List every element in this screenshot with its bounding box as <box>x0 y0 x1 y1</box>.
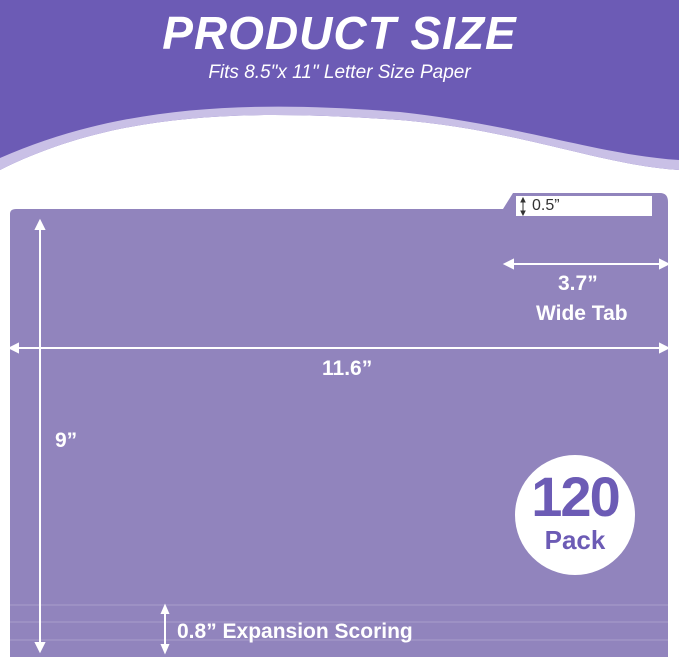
header-banner <box>0 0 679 170</box>
page-subtitle: Fits 8.5"x 11" Letter Size Paper <box>208 62 471 83</box>
expansion-label: 0.8” Expansion Scoring <box>177 620 413 643</box>
pack-count-badge: 120 Pack <box>515 455 635 575</box>
tab-width-caption: Wide Tab <box>536 302 628 325</box>
tab-label-box <box>516 196 652 216</box>
height-arrow <box>34 218 46 654</box>
tab-height-arrow <box>520 196 526 217</box>
expansion-arrow <box>160 603 170 655</box>
pack-count: 120 <box>531 465 620 528</box>
tab-width-arrow <box>502 258 671 270</box>
banner-wave-accent <box>0 106 679 170</box>
tab-width-label: 3.7” <box>558 272 598 295</box>
width-arrow <box>7 342 671 354</box>
pack-label: Pack <box>544 525 606 555</box>
page-title: PRODUCT SIZE <box>162 7 517 59</box>
folder-body <box>10 193 668 657</box>
width-label: 11.6” <box>322 357 373 380</box>
expansion-scoring-lines <box>10 604 668 641</box>
height-label: 9” <box>55 429 78 452</box>
tab-height-label: 0.5” <box>532 197 560 214</box>
